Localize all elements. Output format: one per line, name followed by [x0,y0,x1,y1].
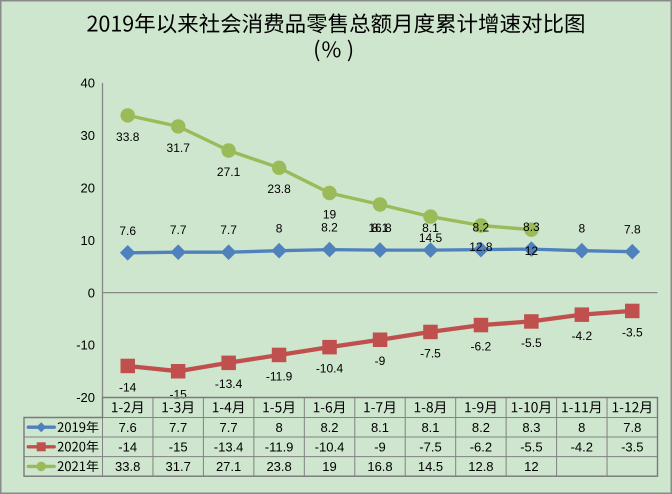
svg-text:8.2: 8.2 [320,420,338,435]
svg-text:12: 12 [524,459,538,474]
svg-text:27.1: 27.1 [217,165,241,179]
svg-text:-10.4: -10.4 [315,440,345,455]
svg-text:-4.2: -4.2 [571,329,592,343]
svg-text:12.8: 12.8 [469,240,493,254]
svg-text:19: 19 [322,459,336,474]
svg-text:-7.5: -7.5 [420,346,441,360]
svg-text:33.8: 33.8 [116,130,140,144]
svg-text:-9: -9 [375,354,386,368]
svg-text:8.1: 8.1 [421,420,439,435]
svg-text:7.7: 7.7 [169,420,187,435]
svg-text:7.6: 7.6 [119,224,136,238]
svg-text:7.7: 7.7 [170,223,187,237]
svg-text:-9: -9 [374,440,386,455]
svg-text:8.1: 8.1 [372,221,389,235]
svg-text:27.1: 27.1 [216,459,241,474]
svg-text:8.2: 8.2 [473,221,490,235]
svg-text:7.6: 7.6 [119,420,137,435]
svg-text:-10.4: -10.4 [316,362,344,376]
svg-text:7.8: 7.8 [624,223,641,237]
svg-text:23.8: 23.8 [267,182,291,196]
svg-text:-13.4: -13.4 [214,440,244,455]
svg-text:-5.5: -5.5 [520,440,542,455]
svg-text:-4.2: -4.2 [571,440,593,455]
svg-text:-3.5: -3.5 [622,325,643,339]
svg-text:-6.2: -6.2 [470,440,492,455]
svg-text:8.1: 8.1 [422,221,439,235]
svg-text:-14: -14 [118,440,137,455]
svg-text:8: 8 [276,222,283,236]
svg-text:-20: -20 [76,390,95,405]
svg-text:14.5: 14.5 [419,231,443,245]
svg-text:7.7: 7.7 [220,420,238,435]
svg-text:8.2: 8.2 [472,420,490,435]
svg-text:30: 30 [81,128,95,143]
svg-text:-15: -15 [170,388,188,402]
svg-text:12.8: 12.8 [468,459,493,474]
svg-text:-11.9: -11.9 [265,440,294,455]
svg-text:16.8: 16.8 [368,221,392,235]
svg-text:8: 8 [578,222,585,236]
svg-text:8.2: 8.2 [321,221,338,235]
svg-text:8: 8 [578,420,585,435]
svg-text:-3.5: -3.5 [621,440,643,455]
svg-text:-15: -15 [169,440,188,455]
svg-text:16.8: 16.8 [367,459,392,474]
svg-text:31.7: 31.7 [167,141,191,155]
svg-text:20: 20 [81,181,95,196]
svg-text:33.8: 33.8 [115,459,140,474]
svg-text:-13.4: -13.4 [215,377,243,391]
svg-text:7.8: 7.8 [623,420,641,435]
svg-text:40: 40 [81,76,95,91]
svg-text:7.7: 7.7 [220,223,237,237]
svg-text:12: 12 [525,244,539,258]
svg-text:-6.2: -6.2 [471,340,492,354]
svg-text:-10: -10 [76,338,95,353]
svg-text:-14: -14 [119,380,137,394]
svg-text:0: 0 [88,285,95,300]
svg-text:10: 10 [81,233,95,248]
svg-text:8: 8 [275,420,282,435]
svg-text:31.7: 31.7 [166,459,191,474]
svg-text:23.8: 23.8 [266,459,291,474]
svg-text:19: 19 [323,207,337,221]
svg-text:-5.5: -5.5 [521,336,542,350]
svg-text:8.1: 8.1 [371,420,389,435]
svg-text:14.5: 14.5 [418,459,443,474]
svg-text:8.3: 8.3 [522,420,540,435]
svg-text:8.3: 8.3 [523,220,540,234]
svg-text:-7.5: -7.5 [419,440,441,455]
svg-text:-11.9: -11.9 [266,369,293,383]
